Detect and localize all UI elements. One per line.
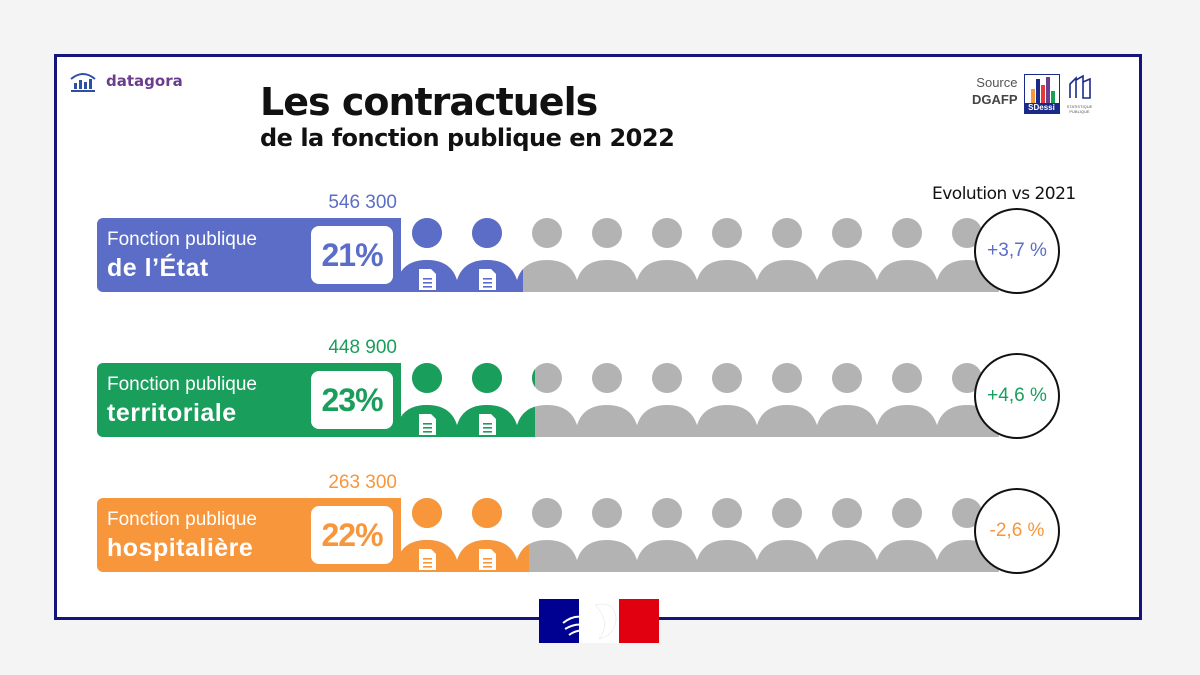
marianne-icon — [562, 603, 617, 640]
count-label: 263 300 — [328, 472, 397, 493]
brand-name: datagora — [106, 72, 183, 90]
document-icon — [419, 549, 436, 570]
document-icon — [419, 414, 436, 435]
person-body — [875, 540, 939, 572]
person-head — [892, 498, 922, 528]
person-body — [635, 260, 699, 292]
chart-subtitle: de la fonction publique en 2022 — [260, 124, 675, 152]
count-label: 448 900 — [328, 337, 397, 358]
percent-box: 21% — [311, 226, 393, 284]
pictogram — [401, 498, 999, 572]
row-territoriale: 448 900 Fonction publique territoriale 2… — [97, 337, 1067, 447]
person-body — [755, 540, 819, 572]
person-head — [892, 218, 922, 248]
person-head — [472, 218, 502, 248]
category-line2: de l’État — [107, 254, 209, 282]
person-head — [592, 218, 622, 248]
sdessi-bars-icon — [1030, 77, 1055, 103]
person-head — [832, 218, 862, 248]
evolution-badge: -2,6 % — [974, 488, 1060, 574]
pictogram — [401, 218, 999, 292]
sdessi-logo: SDessi — [1023, 74, 1060, 114]
evolution-badge: +3,7 % — [974, 208, 1060, 294]
category-line1: Fonction publique — [107, 229, 257, 250]
ssp-label: STATISTIQUE PUBLIQUE — [1066, 104, 1093, 114]
ssp-logo: STATISTIQUE PUBLIQUE — [1066, 74, 1094, 114]
person-head — [772, 363, 802, 393]
source-block: Source DGAFP SDessi STATISTIQUE PUBLIQUE — [972, 74, 1094, 114]
source-text: Source DGAFP — [972, 74, 1018, 108]
row-hospitaliere: 263 300 Fonction publique hospitalière 2… — [97, 472, 1067, 582]
person-body — [515, 544, 529, 572]
person-head — [532, 498, 562, 528]
person-body — [515, 540, 579, 572]
person-body — [515, 269, 523, 292]
document-icon — [419, 269, 436, 290]
person-head — [712, 498, 742, 528]
person-body — [815, 540, 879, 572]
percent-box: 22% — [311, 506, 393, 564]
category-line1: Fonction publique — [107, 509, 257, 530]
category-line2: hospitalière — [107, 534, 254, 562]
person-body — [515, 406, 535, 437]
brand-logo: datagora — [68, 70, 183, 92]
percent-box: 23% — [311, 371, 393, 429]
person-head — [532, 369, 535, 387]
person-body — [575, 260, 639, 292]
person-head — [712, 363, 742, 393]
person-body — [635, 405, 699, 437]
chart-title: Les contractuels — [260, 80, 598, 124]
person-body — [755, 405, 819, 437]
person-head — [412, 218, 442, 248]
source-name: DGAFP — [972, 92, 1018, 107]
pictogram — [401, 363, 999, 437]
category-label-box: Fonction publique de l’État 21% — [97, 218, 401, 292]
person-body — [575, 405, 639, 437]
person-body — [695, 540, 759, 572]
person-head — [412, 363, 442, 393]
source-label: Source — [976, 75, 1018, 90]
person-head — [652, 363, 682, 393]
person-head — [532, 218, 562, 248]
person-head — [652, 218, 682, 248]
person-body — [815, 260, 879, 292]
person-body — [755, 260, 819, 292]
document-icon — [479, 269, 496, 290]
person-head — [652, 498, 682, 528]
person-body — [875, 260, 939, 292]
person-head — [892, 363, 922, 393]
person-head — [832, 363, 862, 393]
category-line1: Fonction publique — [107, 374, 257, 395]
category-line2: territoriale — [107, 399, 237, 427]
evolution-title: Evolution vs 2021 — [932, 184, 1076, 204]
category-label-box: Fonction publique territoriale 23% — [97, 363, 401, 437]
person-head — [592, 363, 622, 393]
republique-francaise-logo — [539, 599, 659, 643]
person-head — [832, 498, 862, 528]
person-head — [412, 498, 442, 528]
bar-chart-icon — [70, 73, 96, 92]
person-head — [472, 363, 502, 393]
person-body — [575, 540, 639, 572]
document-icon — [479, 549, 496, 570]
building-icon — [1068, 74, 1091, 99]
person-body — [815, 405, 879, 437]
person-head — [532, 363, 562, 393]
person-head — [712, 218, 742, 248]
document-icon — [479, 414, 496, 435]
person-body — [695, 260, 759, 292]
person-body — [635, 540, 699, 572]
person-head — [592, 498, 622, 528]
sdessi-label: SDessi — [1024, 103, 1059, 113]
person-head — [772, 218, 802, 248]
person-body — [695, 405, 759, 437]
person-body — [515, 260, 579, 292]
row-etat: 546 300 Fonction publique de l’État 21% … — [97, 192, 1067, 302]
person-head — [472, 498, 502, 528]
person-head — [772, 498, 802, 528]
category-label-box: Fonction publique hospitalière 22% — [97, 498, 401, 572]
evolution-badge: +4,6 % — [974, 353, 1060, 439]
person-body — [875, 405, 939, 437]
count-label: 546 300 — [328, 192, 397, 213]
